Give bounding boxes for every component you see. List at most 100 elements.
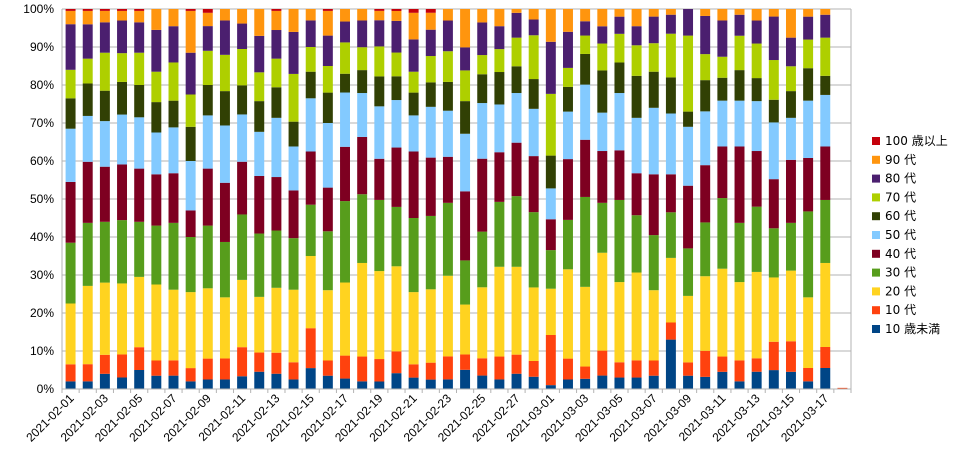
bar-segment [683, 35, 694, 112]
bar-segment [528, 360, 539, 377]
bar-segment [202, 9, 213, 13]
bar-segment [82, 83, 93, 116]
bar-segment [665, 9, 676, 15]
bar-segment [408, 92, 419, 116]
bar-segment [511, 12, 522, 38]
bar-segment [117, 53, 128, 82]
bar-segment [168, 9, 179, 27]
bar-segment [717, 268, 728, 357]
bar-segment [683, 248, 694, 296]
bar-segment [511, 9, 522, 13]
y-tick-label: 50% [30, 192, 54, 206]
bar-segment [648, 174, 659, 236]
bar-segment [700, 165, 711, 223]
bar-segment [768, 179, 779, 229]
y-tick-label: 40% [30, 230, 54, 244]
bar-segment [117, 10, 128, 21]
bar-segment [288, 238, 299, 290]
legend-label: 30 代 [885, 266, 916, 280]
bar-segment [408, 71, 419, 93]
bar-segment [665, 322, 676, 340]
bar-segment [305, 368, 316, 389]
bar-segment [751, 206, 762, 272]
bar-segment [322, 187, 333, 232]
bar-segment [648, 16, 659, 44]
bar-segment [700, 376, 711, 389]
bar-segment [717, 100, 728, 147]
bar-segment [528, 156, 539, 213]
bar-segment [442, 202, 453, 276]
bar-segment [254, 296, 265, 353]
bar-segment [580, 196, 591, 287]
bar-segment [168, 127, 179, 174]
bar-segment [545, 93, 556, 156]
bar-segment [117, 81, 128, 115]
bar-segment [528, 108, 539, 157]
bar-segment [425, 9, 436, 13]
bar-segment [631, 75, 642, 118]
y-tick-label: 60% [30, 154, 54, 168]
bar-segment [717, 20, 728, 57]
bar-segment [820, 9, 831, 15]
bar-segment [803, 381, 814, 389]
bar-segment [614, 377, 625, 389]
bar-segment [65, 128, 76, 182]
bar-segment [665, 212, 676, 258]
bar-segment [340, 146, 350, 202]
bar-segment [648, 107, 659, 175]
bar-segment [580, 286, 591, 367]
bar-segment [477, 375, 488, 389]
bar-segment [460, 9, 471, 48]
bar-segment [528, 9, 539, 20]
bar-segment [442, 110, 453, 157]
bar-segment [288, 73, 299, 122]
bar-segment [717, 356, 728, 372]
bar-segment [237, 161, 248, 215]
bar-segment [665, 174, 676, 213]
bar-segment [408, 39, 419, 72]
bar-segment [563, 219, 573, 270]
bar-segment [477, 358, 488, 376]
bar-segment [340, 355, 350, 379]
bar-segment [322, 231, 333, 291]
bar-segment [683, 362, 694, 376]
bar-segment [563, 379, 573, 389]
bar-segment [374, 199, 385, 272]
bar-segment [185, 9, 196, 11]
bar-segment [65, 24, 76, 70]
bar-segment [185, 210, 196, 237]
legend-label: 80 代 [885, 172, 916, 186]
bar-segment [614, 199, 625, 283]
bar-segment [751, 371, 762, 389]
bar-segment [134, 117, 145, 169]
bar-segment [477, 158, 488, 232]
bar-segment [237, 85, 248, 115]
bar-segment [442, 81, 453, 111]
bar-segment [254, 35, 265, 73]
bar-segment [477, 231, 488, 288]
bar-segment [219, 241, 230, 298]
bar-segment [494, 356, 505, 380]
bar-segment [65, 242, 76, 304]
bar-segment [340, 201, 350, 283]
bar-segment [357, 47, 368, 71]
bar-segment [374, 106, 385, 159]
bar-segment [648, 235, 659, 291]
bar-segment [151, 284, 162, 361]
bar-segment [237, 49, 248, 86]
legend-swatch [872, 193, 880, 202]
bar-segment [700, 54, 711, 81]
bar-segment [494, 26, 505, 50]
bar-segment [322, 10, 333, 36]
bar-segment [151, 9, 162, 30]
bar-segment [425, 157, 436, 216]
bar-segment [340, 73, 350, 93]
bar-segment [597, 202, 608, 253]
bar-segment [134, 370, 145, 389]
bar-segment [425, 12, 436, 30]
bar-segment [494, 152, 505, 202]
bar-segment [391, 147, 402, 207]
bar-segment [219, 182, 230, 242]
bar-segment [391, 373, 402, 389]
bar-segment [751, 9, 762, 21]
